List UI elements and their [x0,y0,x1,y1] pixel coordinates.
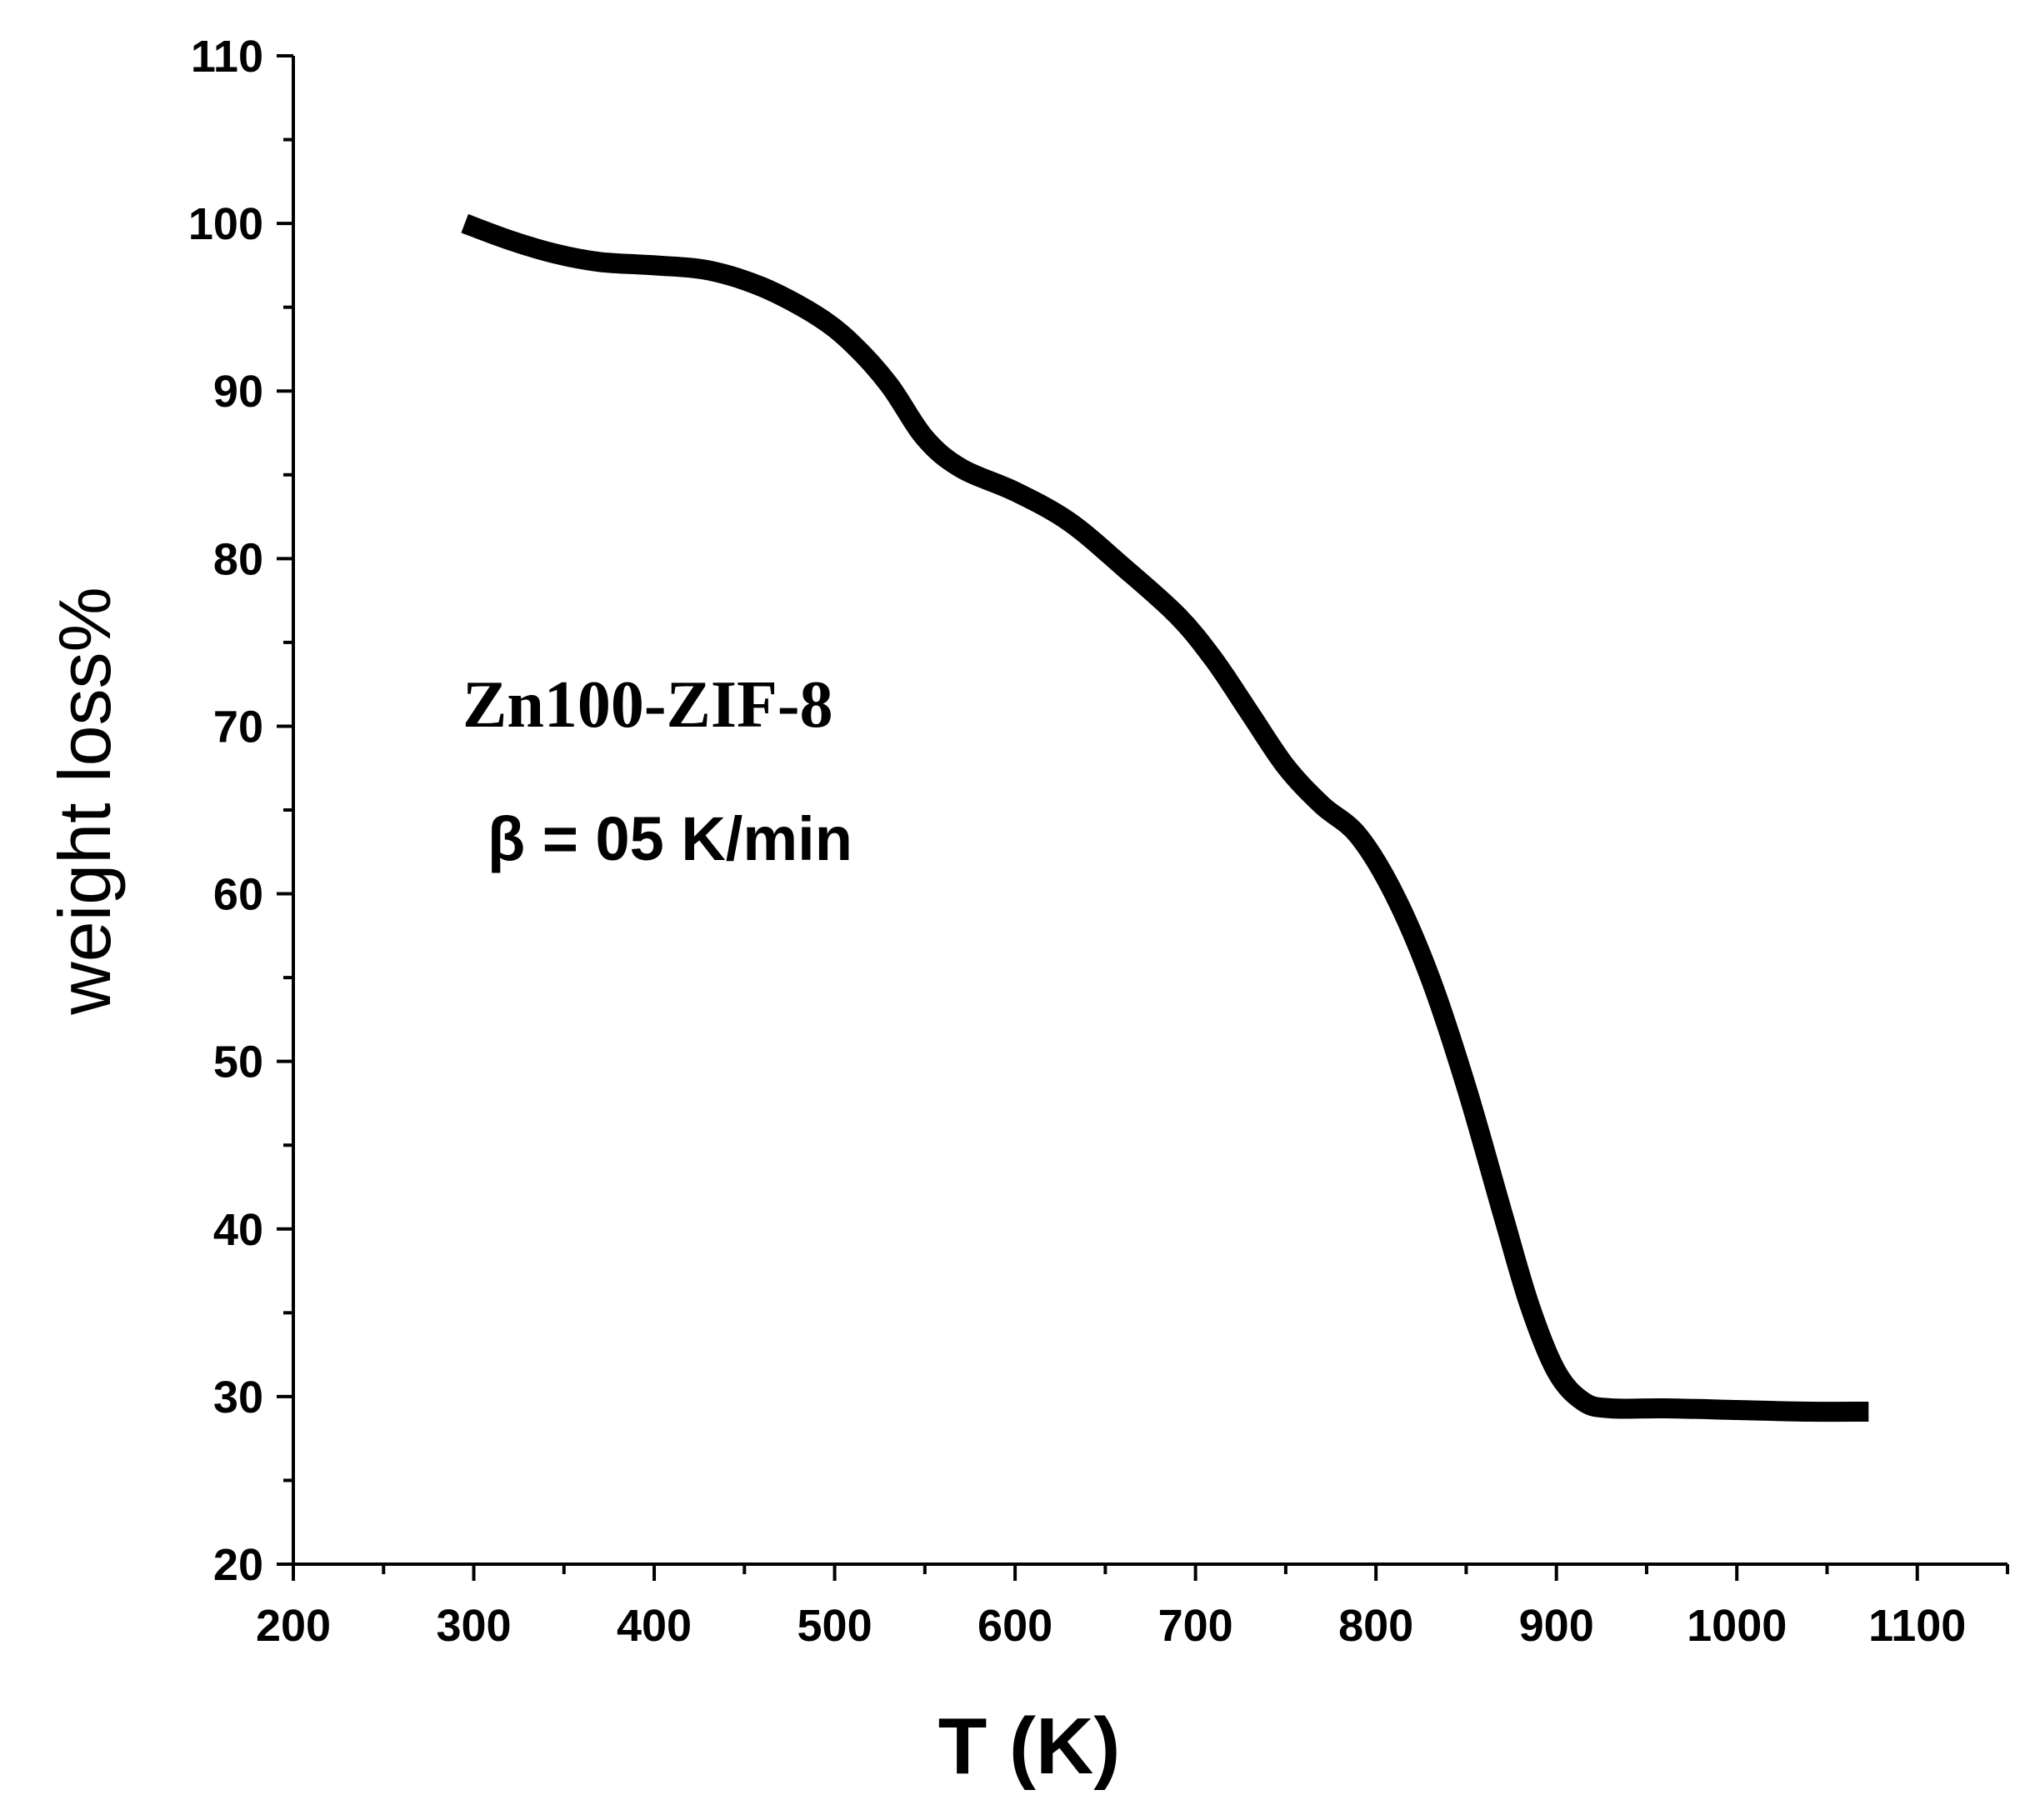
y-axis-title: weight loss% [43,587,126,1016]
x-tick-label: 1000 [1687,1601,1787,1651]
axes: 20 30 40 50 60 70 80 90 100 110 200 300 400 500 600 70… [188,32,2009,1651]
x-tick-label: 800 [1338,1601,1413,1651]
x-tick-label: 600 [978,1601,1052,1651]
sample-label: Zn100-ZIF-8 [462,668,833,742]
y-ticks: 20 30 40 50 60 70 80 90 100 110 [188,32,293,1590]
y-tick-label: 40 [213,1205,263,1255]
y-tick-label: 80 [213,534,263,584]
y-tick-label: 30 [213,1372,263,1422]
x-tick-label: 200 [256,1601,331,1651]
y-tick-label: 90 [213,367,263,417]
y-tick-label: 20 [213,1540,263,1590]
x-tick-label: 500 [798,1601,872,1651]
y-tick-label: 50 [213,1038,263,1088]
y-tick-label: 110 [191,32,263,82]
x-ticks: 200 300 400 500 600 700 800 900 1000 1100 [256,1564,2009,1651]
y-tick-label: 70 [213,702,263,752]
x-axis-title: T (K) [938,1702,1121,1791]
x-tick-label: 400 [617,1601,692,1651]
heating-rate-label: β = 05 K/min [488,804,852,873]
x-tick-label: 900 [1519,1601,1594,1651]
x-tick-label: 700 [1158,1601,1233,1651]
weight-loss-curve [461,213,1869,1422]
y-tick-label: 100 [188,199,263,249]
x-tick-label: 1100 [1868,1601,1966,1651]
y-tick-label: 60 [213,870,263,920]
x-tick-label: 300 [436,1601,511,1651]
